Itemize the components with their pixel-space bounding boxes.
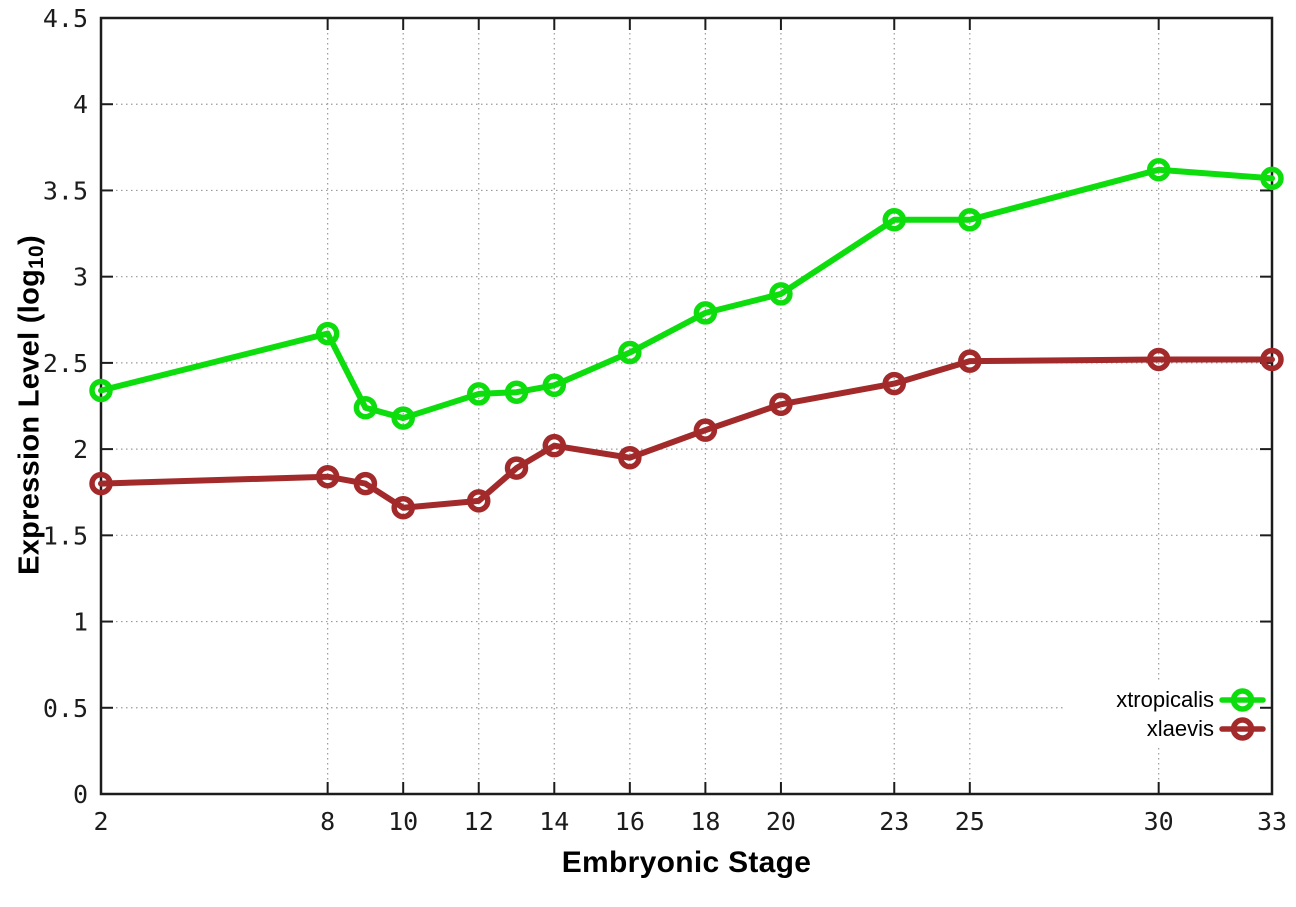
x-tick-label: 8 [320,807,335,836]
data-point-xlaevis [542,433,567,458]
y-axis-title-subscript: 10 [25,245,49,269]
data-point-xtropicalis [391,406,415,430]
y-axis-title-post: ) [13,235,46,246]
legend-marker-xlaevis [1230,717,1255,741]
data-point-xtropicalis [882,208,907,232]
legend: xtropicalis xlaevis [1116,687,1266,741]
y-tick-label: 1 [73,608,88,637]
data-point-xlaevis [391,495,415,520]
data-point-xtropicalis [958,208,982,232]
data-point-xlaevis [618,445,642,470]
data-point-xtropicalis [618,340,642,365]
x-tick-label: 10 [388,807,418,836]
y-tick-label: 2.5 [43,349,88,378]
data-point-xlaevis [315,464,340,489]
x-tick-label: 14 [539,807,569,836]
y-tick-label: 3 [73,263,88,292]
y-tick-label: 0 [73,780,88,809]
data-point-xlaevis [466,489,491,513]
data-point-xlaevis [89,471,113,496]
y-axis-title: Expression Level (log10) [13,235,49,575]
x-tick-label: 25 [955,807,985,836]
x-tick-label: 23 [879,807,909,836]
x-tick-label: 2 [93,807,108,836]
series-line-xtropicalis [98,166,1275,422]
data-point-xlaevis [958,349,982,373]
legend-background [1064,682,1266,746]
data-point-xtropicalis [769,282,793,306]
data-point-xtropicalis [1260,166,1284,191]
data-point-xtropicalis [1146,158,1171,182]
data-point-xlaevis [1146,347,1171,372]
data-point-xlaevis [504,456,529,480]
data-point-xtropicalis [89,378,113,403]
y-tick-label: 1.5 [43,521,88,550]
y-tick-label: 0.5 [43,694,88,723]
data-point-xlaevis [353,471,378,496]
data-point-xtropicalis [504,380,529,404]
data-point-xtropicalis [542,373,567,398]
x-tick-label: 12 [464,807,494,836]
series-line-xlaevis [98,356,1275,511]
data-point-xlaevis [693,418,718,442]
legend-label-xtropicalis: xtropicalis [1116,687,1214,712]
data-point-xlaevis [1260,347,1284,372]
data-point-xtropicalis [315,321,340,346]
legend-label-xlaevis: xlaevis [1147,716,1214,741]
x-tick-label: 20 [766,807,796,836]
data-point-xlaevis [769,392,793,417]
x-axis-title: Embryonic Stage [561,846,812,879]
x-tick-label: 33 [1257,807,1287,836]
data-point-xlaevis [882,371,907,396]
plot-border [99,16,1274,796]
data-point-xtropicalis [353,395,378,420]
y-tick-label: 4.5 [43,4,88,33]
y-tick-label: 2 [73,435,88,464]
x-tick-label: 18 [690,807,720,836]
legend-marker-xtropicalis [1230,688,1255,712]
data-point-xtropicalis [466,382,491,406]
y-axis-title-pre: Expression Level (log [13,268,46,575]
y-tick-label: 4 [73,90,88,119]
data-point-xtropicalis [693,301,718,325]
x-tick-label: 16 [615,807,645,836]
x-tick-label: 30 [1144,807,1174,836]
y-tick-label: 3.5 [43,176,88,205]
